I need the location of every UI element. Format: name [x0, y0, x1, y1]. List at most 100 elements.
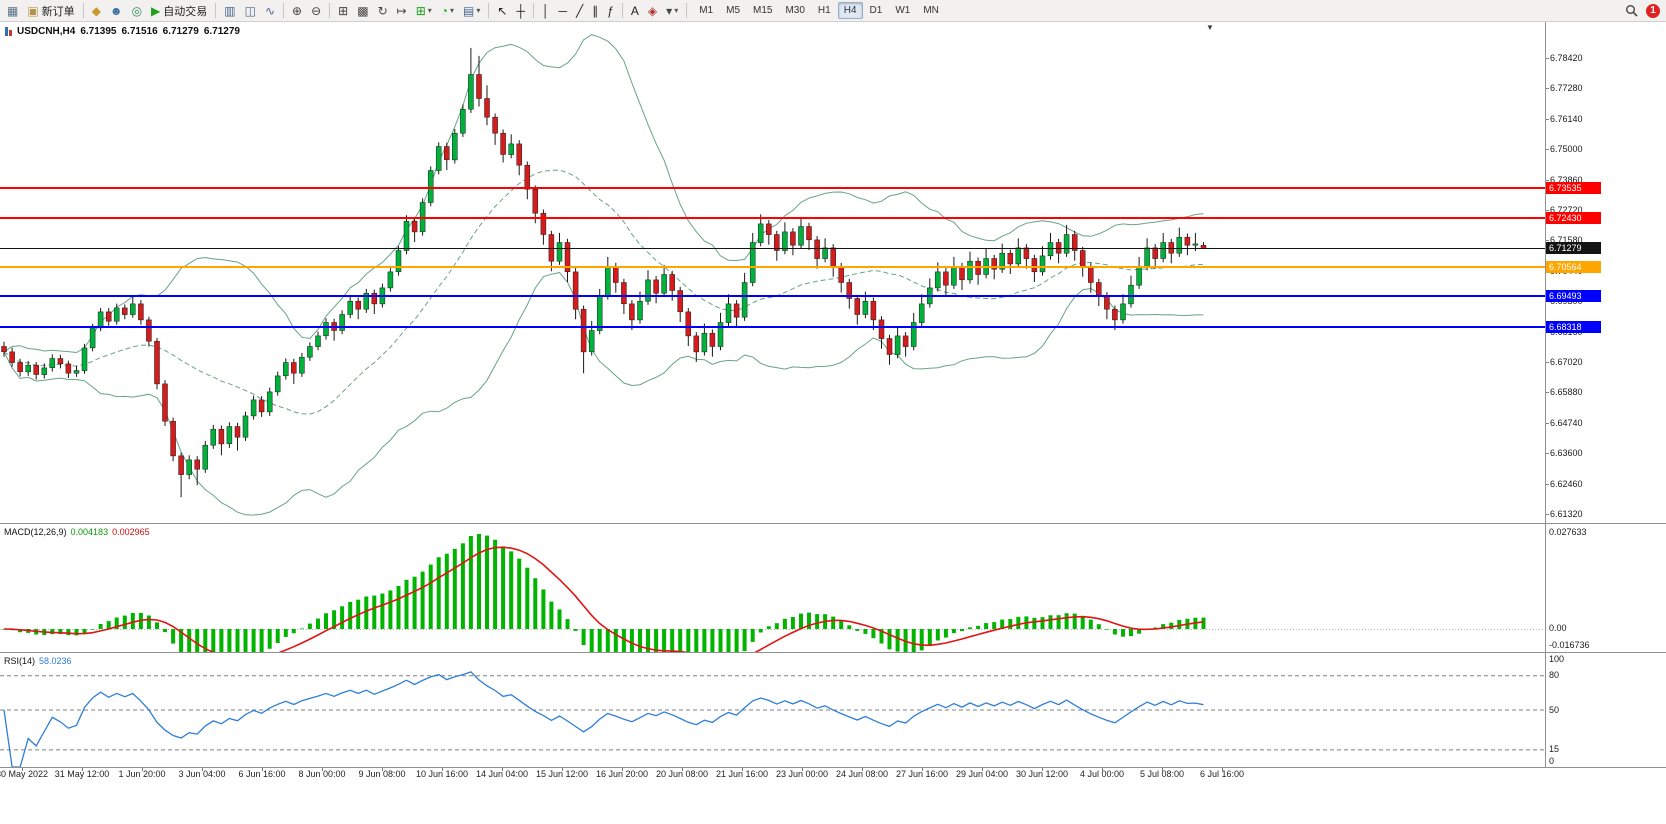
chevron-down-icon: ▾: [674, 6, 679, 15]
toolbar-separator: [621, 3, 623, 18]
macd-panel[interactable]: [0, 524, 1545, 652]
trendline-icon[interactable]: ╱: [572, 1, 587, 21]
macd-axis-min-label: -0.016736: [1549, 640, 1590, 650]
market-watch-icon[interactable]: ◆: [88, 1, 105, 21]
price-axis-label: 6.69300: [1550, 296, 1583, 306]
price-axis-tick: [1546, 392, 1549, 393]
new-order-button[interactable]: ▣ 新订单: [23, 1, 78, 21]
rsi-axis-80-label: 80: [1549, 670, 1560, 680]
periods-dropdown-icon: ◔: [440, 3, 449, 18]
time-axis-tick: [262, 768, 263, 771]
time-axis-label: 30 Jun 12:00: [1015, 769, 1069, 779]
symbol-icon: [5, 27, 12, 36]
price-axis-label: 6.76140: [1550, 114, 1583, 124]
crosshair-icon[interactable]: ┼: [512, 1, 529, 21]
search-icon[interactable]: [1621, 1, 1642, 21]
time-axis-tick: [1102, 768, 1103, 771]
terminal-icon[interactable]: ◎: [128, 1, 146, 21]
line-chart-icon[interactable]: ∿: [261, 1, 279, 21]
price-axis-label: 6.71580: [1550, 235, 1583, 245]
macd-axis-max-label: 0.027633: [1549, 527, 1587, 537]
time-axis-label: 21 Jun 16:00: [715, 769, 769, 779]
price-axis-tick: [1546, 423, 1549, 424]
time-axis-label: 14 Jun 04:00: [475, 769, 529, 779]
price-axis-label: 6.62460: [1550, 479, 1583, 489]
chevron-down-icon: ▾: [427, 6, 432, 15]
macd-signal-value: 0.002965: [112, 527, 150, 537]
time-axis-tick: [922, 768, 923, 771]
price-axis-tick: [1546, 484, 1549, 485]
time-axis-label: 9 Jun 08:00: [358, 769, 406, 779]
time-axis-tick: [862, 768, 863, 771]
time-axis-tick: [1162, 768, 1163, 771]
crosshair-icon: ┼: [516, 3, 525, 18]
timeframe-m30-button[interactable]: M30: [785, 5, 805, 16]
cascade-windows-icon[interactable]: ▩: [353, 1, 372, 21]
templates-dropdown-icon: ▤: [463, 3, 475, 18]
price-axis-label: 6.61320: [1550, 509, 1583, 519]
time-axis-label: 6 Jul 16:00: [1199, 769, 1245, 779]
candlestick-chart-icon: ◫: [244, 3, 256, 18]
candlestick-chart-icon[interactable]: ◫: [241, 1, 260, 21]
navigator-icon[interactable]: ☻: [106, 1, 127, 21]
timeframe-m15-button[interactable]: M15: [753, 5, 773, 16]
timeframe-h1-button[interactable]: H1: [817, 5, 831, 16]
notification-badge[interactable]: 1: [1646, 3, 1660, 18]
zoom-in-icon[interactable]: ⊕: [288, 1, 306, 21]
tile-windows-icon[interactable]: ⊞: [334, 1, 352, 21]
toolbar-separator: [488, 3, 490, 18]
vertical-line-icon[interactable]: │: [538, 1, 554, 21]
rsi-line: [3, 671, 1204, 767]
chart-window-icon[interactable]: ▦: [3, 1, 22, 21]
price-axis-tick: [1546, 180, 1549, 181]
chart-shift-icon[interactable]: ↦: [393, 1, 411, 21]
indicators-dropdown[interactable]: ⊞ ▾: [412, 1, 436, 21]
bollinger-middle-line: [3, 169, 1204, 415]
chevron-down-icon: ▾: [476, 6, 481, 15]
channel-icon[interactable]: ∥: [588, 1, 602, 21]
main-chart-panel[interactable]: [0, 22, 1545, 523]
cursor-icon[interactable]: ↖: [493, 1, 511, 21]
timeframe-d1-button[interactable]: D1: [869, 5, 883, 16]
horizontal-line-icon[interactable]: ─: [554, 1, 571, 21]
price-axis-label: 6.75000: [1550, 144, 1583, 154]
chart-window-icon: ▦: [7, 3, 19, 18]
shapes-dropdown-icon: ▾: [666, 3, 673, 18]
time-axis[interactable]: [0, 767, 1666, 783]
timeframe-m5-button[interactable]: M5: [726, 5, 741, 16]
macd-main-value: 0.004183: [70, 527, 109, 537]
cursor-icon: ↖: [497, 3, 508, 18]
time-axis-label: 23 Jun 00:00: [775, 769, 829, 779]
timeframe-w1-button[interactable]: W1: [895, 5, 911, 16]
arrow-label-icon[interactable]: ◈: [644, 1, 661, 21]
time-axis-tick: [322, 768, 323, 771]
templates-dropdown[interactable]: ▤ ▾: [459, 1, 484, 21]
support-line-1-price-tag: 6.69493: [1546, 290, 1601, 302]
zoom-out-icon[interactable]: ⊖: [307, 1, 325, 21]
rsi-value: 58.0236: [39, 656, 72, 666]
timeframe-mn-button[interactable]: MN: [923, 5, 939, 16]
auto-scroll-icon[interactable]: ↻: [374, 1, 392, 21]
symbol-title: USDCNH,H4: [17, 26, 76, 37]
time-axis-tick: [682, 768, 683, 771]
tile-windows-icon: ⊞: [338, 3, 349, 18]
time-axis-line: [0, 767, 1666, 768]
bollinger-lower-line: [3, 272, 1204, 516]
toolbar-separator: [532, 3, 534, 18]
timeframe-m1-button[interactable]: M1: [699, 5, 714, 16]
toolbar-separator: [215, 3, 217, 18]
price-axis-tick: [1546, 119, 1549, 120]
toolbar-separator: [283, 3, 285, 18]
bar-chart-icon[interactable]: ▥: [220, 1, 239, 21]
shapes-dropdown[interactable]: ▾ ▾: [662, 1, 682, 21]
price-axis-tick: [1546, 332, 1549, 333]
time-axis-label: 31 May 12:00: [54, 769, 110, 779]
rsi-name: RSI(14): [4, 656, 36, 666]
rsi-panel[interactable]: [0, 653, 1545, 767]
timeframe-h4-button[interactable]: H4: [837, 2, 863, 19]
autotrading-button[interactable]: ▶ 自动交易: [147, 1, 211, 21]
periods-dropdown[interactable]: ◔ ▾: [437, 1, 458, 21]
fibonacci-icon[interactable]: ƒ: [603, 1, 618, 21]
time-axis-label: 3 Jun 04:00: [178, 769, 226, 779]
text-icon[interactable]: A: [627, 1, 643, 21]
